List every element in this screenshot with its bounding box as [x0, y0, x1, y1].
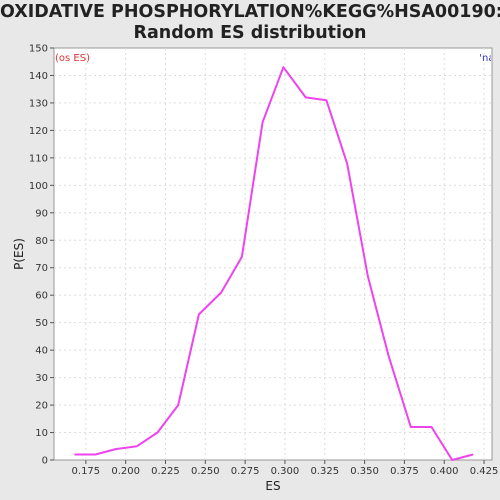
data-point — [262, 121, 264, 123]
data-point — [325, 99, 327, 101]
y-tick-label: 110 — [29, 153, 48, 164]
data-point — [115, 448, 117, 450]
x-tick-label: 0.225 — [151, 466, 180, 477]
chart-title-line-2: Random ES distribution — [133, 23, 367, 43]
y-tick-label: 150 — [29, 44, 48, 55]
x-tick-label: 0.375 — [390, 466, 419, 477]
data-point — [430, 426, 433, 428]
legend-fragment-right: 'na_ne — [479, 53, 500, 64]
axes: 0 10 20 30 40 50 60 70 80 90 100 110 120 130 140 150 0.1… — [29, 44, 498, 478]
grid — [54, 48, 492, 460]
x-tick-label: 0.425 — [470, 466, 499, 477]
y-tick-label: 0 — [42, 456, 48, 467]
data-point — [451, 459, 453, 461]
x-tick-label: 0.350 — [350, 466, 379, 477]
y-axis-label: P(ES) — [12, 238, 26, 270]
x-tick-label: 0.300 — [271, 466, 300, 477]
data-point — [136, 445, 138, 447]
data-point — [410, 426, 412, 428]
y-tick-label: 100 — [29, 181, 48, 192]
data-point — [346, 162, 348, 164]
legend-fragment-left: (os ES) — [55, 53, 90, 64]
data-point — [387, 355, 390, 357]
chart-title: OXIDATIVE PHOSPHORYLATION%KEGG%HSA00190:… — [0, 2, 500, 44]
data-point — [94, 453, 97, 456]
y-tick-label: 40 — [35, 346, 48, 357]
y-tick-label: 50 — [35, 318, 48, 329]
y-tick-label: 140 — [29, 71, 48, 82]
plot-area — [53, 47, 493, 461]
y-tick-label: 20 — [35, 401, 48, 412]
y-tick-label: 70 — [35, 263, 48, 274]
annotations: (os ES) 'na_ne — [55, 53, 500, 64]
data-point — [74, 453, 76, 456]
y-tick-label: 120 — [29, 126, 48, 137]
series-line — [74, 66, 474, 461]
y-tick-label: 130 — [29, 98, 48, 109]
y-tick-label: 30 — [35, 373, 48, 384]
data-point — [305, 96, 307, 99]
x-axis-label: ES — [265, 479, 280, 493]
data-point — [282, 66, 284, 68]
data-point — [177, 404, 179, 406]
data-point — [367, 275, 369, 277]
x-tick-label: 0.175 — [72, 466, 101, 477]
x-tick-label: 0.400 — [430, 466, 459, 477]
x-tick-label: 0.325 — [310, 466, 339, 477]
data-point — [472, 453, 474, 456]
chart-title-line-1: OXIDATIVE PHOSPHORYLATION%KEGG%HSA00190: — [0, 2, 500, 22]
y-tick-label: 90 — [35, 208, 48, 219]
series-group — [74, 66, 474, 461]
data-point — [156, 431, 159, 434]
y-tick-label: 60 — [35, 291, 48, 302]
x-tick-label: 0.250 — [191, 466, 220, 477]
x-tick-label: 0.200 — [111, 466, 140, 477]
y-tick-label: 80 — [35, 236, 48, 247]
data-point — [198, 313, 200, 316]
x-tick-label: 0.275 — [231, 466, 260, 477]
y-tick-label: 10 — [35, 428, 48, 439]
data-point — [241, 256, 243, 258]
data-point — [220, 291, 222, 294]
